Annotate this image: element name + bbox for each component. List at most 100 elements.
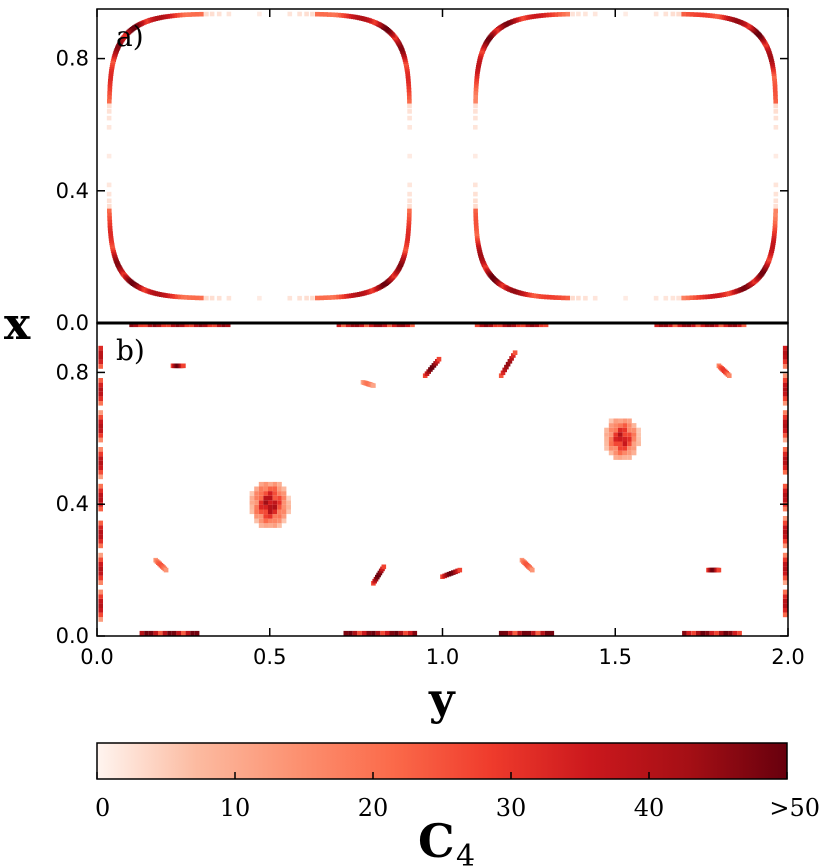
contour-cell bbox=[336, 294, 341, 300]
streak-cell bbox=[181, 363, 186, 369]
contour-cell bbox=[712, 13, 718, 19]
blob-cell bbox=[613, 436, 618, 442]
contour-cell bbox=[473, 103, 478, 109]
contour-cell bbox=[533, 293, 539, 299]
streak-cell bbox=[727, 373, 732, 378]
contour-cell bbox=[707, 13, 713, 18]
edge-cell bbox=[212, 323, 217, 328]
contour-cell bbox=[406, 223, 412, 228]
edge-cell bbox=[782, 410, 788, 415]
edge-cell bbox=[535, 630, 541, 636]
edge-cell bbox=[352, 630, 358, 636]
edge-cell bbox=[508, 630, 513, 636]
edge-cell bbox=[98, 520, 103, 526]
edge-cell bbox=[410, 323, 415, 328]
contour-cell bbox=[108, 228, 113, 234]
blob-cell bbox=[622, 446, 628, 451]
contour-cell bbox=[109, 69, 114, 74]
contour-cell bbox=[623, 11, 628, 17]
edge-cell bbox=[782, 470, 788, 475]
edge-cell bbox=[516, 323, 521, 328]
blob-cell bbox=[631, 450, 637, 456]
blob-cell bbox=[272, 514, 278, 519]
contour-cell bbox=[772, 76, 777, 81]
contour-cell bbox=[474, 228, 479, 234]
edge-cell bbox=[98, 474, 103, 480]
edge-cell bbox=[782, 571, 788, 576]
blob-cell bbox=[622, 450, 628, 456]
edge-cell bbox=[202, 323, 208, 328]
contour-cell bbox=[681, 11, 686, 17]
contour-cell bbox=[319, 12, 324, 17]
blob-cell bbox=[281, 500, 287, 505]
contour-cell bbox=[226, 11, 232, 17]
contour-cell bbox=[407, 191, 412, 197]
blob-cell bbox=[249, 491, 255, 496]
blob-cell bbox=[254, 518, 259, 524]
x-axis-label: y bbox=[428, 674, 456, 725]
edge-cell bbox=[782, 566, 788, 572]
edge-cell bbox=[193, 323, 199, 328]
blob-cell bbox=[627, 446, 632, 451]
blob-cell bbox=[254, 495, 259, 501]
edge-cell bbox=[162, 630, 168, 636]
contour-cell bbox=[570, 11, 575, 17]
blob-cell bbox=[254, 504, 259, 510]
edge-cell bbox=[98, 612, 103, 618]
edge-cell bbox=[531, 630, 536, 636]
contour-cell bbox=[107, 94, 112, 100]
contour-cell bbox=[333, 12, 338, 18]
edge-cell bbox=[98, 589, 103, 595]
edge-cell bbox=[364, 323, 369, 328]
colorbar-tick-label: >50 bbox=[769, 794, 820, 822]
contour-cell bbox=[771, 236, 777, 241]
blob-cell bbox=[636, 441, 641, 447]
contour-cell bbox=[170, 294, 175, 299]
contour-cell bbox=[773, 216, 778, 221]
blob-cell bbox=[258, 500, 264, 505]
blob-cell bbox=[258, 491, 264, 496]
contour-cell bbox=[407, 103, 412, 109]
contour-cell bbox=[405, 236, 410, 241]
edge-cell bbox=[526, 630, 532, 636]
edge-cell bbox=[714, 323, 719, 328]
edge-cell bbox=[512, 630, 518, 636]
contour-cell bbox=[473, 223, 479, 228]
contour-cell bbox=[194, 12, 200, 17]
edge-cell bbox=[709, 630, 715, 636]
blob-cell bbox=[618, 423, 623, 428]
contour-cell bbox=[330, 12, 335, 17]
contour-cell bbox=[473, 182, 478, 188]
blob-cell bbox=[286, 495, 291, 501]
contour-cell bbox=[170, 13, 175, 19]
blob-cell bbox=[249, 500, 255, 505]
blob-cell bbox=[618, 432, 623, 437]
streak-cell bbox=[371, 383, 376, 388]
edge-cell bbox=[405, 323, 411, 328]
contour-cell bbox=[772, 223, 778, 228]
contour-cell bbox=[406, 87, 412, 93]
edge-cell bbox=[691, 323, 696, 328]
edge-cell bbox=[144, 630, 149, 636]
blob-cell bbox=[631, 423, 637, 428]
edge-cell bbox=[176, 630, 181, 636]
blob-cell bbox=[272, 509, 278, 515]
edge-cell bbox=[98, 460, 103, 466]
edge-cell bbox=[98, 359, 103, 365]
edge-cell bbox=[782, 520, 788, 526]
streak-cell bbox=[502, 367, 507, 373]
contour-cell bbox=[106, 125, 112, 130]
edge-cell bbox=[782, 350, 788, 355]
blob-cell bbox=[604, 432, 609, 437]
edge-cell bbox=[686, 323, 692, 328]
blob-cell bbox=[263, 495, 268, 501]
blob-cell bbox=[268, 509, 273, 515]
contour-cell bbox=[406, 216, 412, 221]
colorbar-label: C bbox=[418, 814, 455, 868]
contour-cell bbox=[693, 12, 698, 17]
panel-b-background bbox=[97, 323, 788, 636]
y-tick-label: 0.4 bbox=[56, 179, 89, 203]
streak-cell bbox=[500, 370, 506, 376]
blob-cell bbox=[277, 514, 282, 519]
